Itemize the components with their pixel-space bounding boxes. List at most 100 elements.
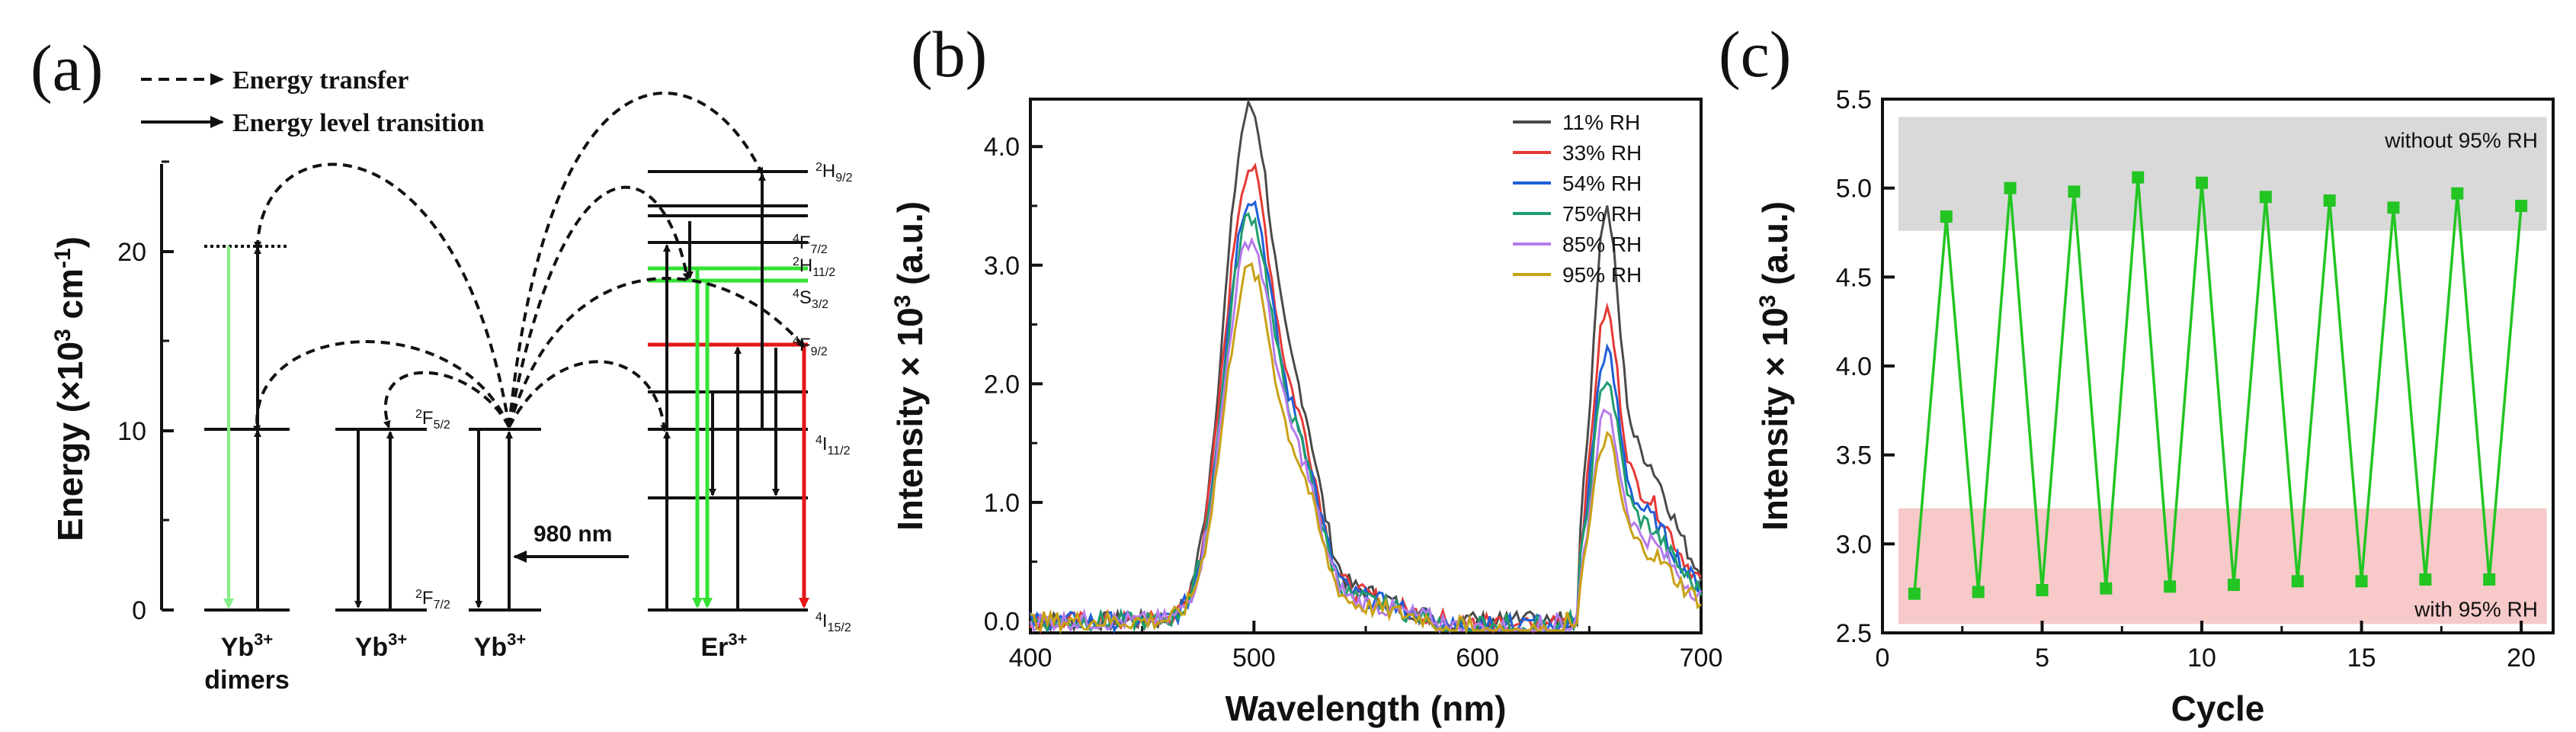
c-point-18 [2451, 187, 2464, 200]
c-xtick-label-10: 10 [2187, 644, 2216, 673]
a-ytick-label-0: 0 [132, 596, 146, 625]
c-point-14 [2323, 194, 2336, 207]
b-series-line-4 [1029, 236, 1703, 634]
c-point-19 [2483, 573, 2496, 586]
panel-b-legend: 11% RH 33% RH 54% RH 75% RH 85% RH 95% RH [1513, 111, 1642, 287]
species-yb-dimers: Yb3+ [221, 630, 274, 662]
c-band-1 [1898, 508, 2547, 624]
et-arc-yb3-dimer-high [254, 162, 511, 428]
c-point-8 [2132, 171, 2145, 184]
b-legend-label-3: 75% RH [1562, 202, 1642, 226]
c-band-label-1: with 95% RH [2414, 597, 2538, 621]
panel-c-y-title: Intensity × 103 (a.u.) [1755, 201, 1795, 531]
c-point-20 [2515, 200, 2528, 212]
c-point-11 [2227, 579, 2240, 591]
b-legend-label-4: 85% RH [1562, 233, 1642, 256]
species-yb-2: Yb3+ [355, 630, 408, 662]
panel-c-ticks: 0 5 10 15 20 2.5 3.0 3.5 4.0 4.5 5.0 5.5 [1836, 85, 2536, 673]
legend-energy-level-transition: Energy level transition [232, 109, 485, 137]
yb-dimers-levels [204, 245, 290, 612]
b-legend-label-1: 33% RH [1562, 141, 1642, 165]
c-ytick-label-2: 3.5 [1836, 441, 1872, 470]
level-4I152: 4I15/2 [815, 611, 851, 634]
c-ytick-label-6: 5.5 [1836, 85, 1872, 114]
level-2F72: 2F7/2 [415, 588, 450, 612]
level-4S32: 4S3/2 [793, 287, 828, 311]
b-ytick-label-2: 2.0 [984, 370, 1020, 399]
panel-a-y-ticks: 0 10 20 [117, 160, 174, 625]
c-point-13 [2291, 575, 2304, 588]
c-point-1 [1908, 587, 1921, 600]
c-point-15 [2355, 575, 2368, 588]
c-xtick-label-15: 15 [2347, 644, 2376, 673]
panel-b-x-title: Wavelength (nm) [1226, 689, 1507, 728]
b-ytick-label-1: 1.0 [984, 489, 1020, 518]
panel-a-legend: Energy transfer Energy level transition [141, 66, 485, 137]
c-band-label-0: without 95% RH [2384, 128, 2538, 152]
c-point-4 [2004, 181, 2017, 194]
panel-c-label: (c) [1719, 18, 1791, 91]
c-point-7 [2100, 582, 2113, 595]
b-xtick-label-400: 400 [1009, 644, 1053, 673]
yb2-levels: 2F5/2 2F7/2 [335, 408, 450, 612]
c-point-6 [2068, 185, 2081, 198]
level-2H92: 2H9/2 [815, 161, 853, 185]
b-series-line-3 [1029, 211, 1703, 633]
c-point-10 [2196, 176, 2209, 189]
level-2F52: 2F5/2 [415, 408, 450, 432]
panel-c-x-title: Cycle [2171, 689, 2265, 728]
et-arc-yb3-er-4S32 [508, 185, 690, 428]
species-er: Er3+ [700, 630, 747, 662]
panel-b-ticks: 400 500 600 700 0.0 1.0 2.0 3.0 4.0 [984, 133, 1723, 673]
b-xtick-label-700: 700 [1680, 644, 1723, 673]
c-xtick-label-0: 0 [1876, 644, 1890, 673]
b-legend-label-2: 54% RH [1562, 172, 1642, 195]
c-ytick-label-5: 5.0 [1836, 175, 1872, 204]
c-xtick-label-20: 20 [2507, 644, 2536, 673]
panel-b-emission-spectra: (b) 400 500 600 700 0.0 1.0 2.0 3.0 4.0 11% RH 33… [890, 18, 1722, 728]
c-xtick-label-5: 5 [2035, 644, 2049, 673]
c-point-17 [2419, 573, 2432, 586]
c-band-0 [1898, 117, 2547, 231]
c-point-9 [2164, 580, 2177, 593]
b-xtick-label-500: 500 [1232, 644, 1276, 673]
et-arc-yb3-er-2H92 [508, 92, 764, 428]
b-ytick-label-3: 3.0 [984, 252, 1020, 281]
level-2H112: 2H11/2 [793, 255, 835, 279]
yb3-levels: 980 nm [469, 428, 629, 612]
panel-b-label: (b) [911, 18, 987, 91]
c-point-3 [1972, 586, 1985, 599]
et-arc-yb3-yb2 [383, 371, 511, 429]
species-yb-dimers-line2: dimers [204, 666, 290, 695]
b-xtick-label-600: 600 [1456, 644, 1499, 673]
a-ytick-label-20: 20 [117, 238, 146, 267]
c-point-2 [1940, 210, 1953, 223]
c-ytick-label-4: 4.5 [1836, 263, 1872, 292]
b-series-line-5 [1030, 262, 1702, 635]
er-levels: 2H9/2 4F7/2 2H11/2 4S3/2 4F9/2 4I11/2 4I… [648, 161, 853, 634]
c-ytick-label-0: 2.5 [1836, 619, 1872, 648]
c-point-16 [2387, 201, 2400, 214]
b-legend-label-5: 95% RH [1562, 263, 1642, 287]
c-ytick-label-3: 4.0 [1836, 352, 1872, 381]
panel-a-label: (a) [30, 31, 103, 104]
panel-b-series [1029, 98, 1703, 635]
panel-b-y-title: Intensity × 103 (a.u.) [890, 201, 930, 531]
c-ytick-label-1: 3.0 [1836, 530, 1872, 559]
et-arc-yb3-er-4F92 [508, 277, 806, 428]
et-arc-yb3-er-4I112 [508, 360, 668, 432]
a-ytick-label-10: 10 [117, 417, 146, 446]
b-ytick-label-4: 4.0 [984, 133, 1020, 162]
species-yb-3: Yb3+ [474, 630, 527, 662]
c-point-5 [2036, 584, 2049, 596]
b-legend-label-0: 11% RH [1562, 111, 1640, 134]
panel-a-energy-diagram: (a) Energy transfer Energy level transit… [30, 31, 853, 695]
b-ytick-label-0: 0.0 [984, 607, 1020, 636]
level-4I112: 4I11/2 [815, 434, 851, 458]
energy-transfer-arcs [253, 92, 806, 433]
c-series-line [1913, 177, 2523, 594]
et-arc-yb3-dimer-low [253, 340, 511, 433]
panel-a-y-title: Energy (×103 cm-1) [50, 236, 90, 541]
panel-c-bands: without 95% RH with 95% RH [1898, 117, 2547, 624]
